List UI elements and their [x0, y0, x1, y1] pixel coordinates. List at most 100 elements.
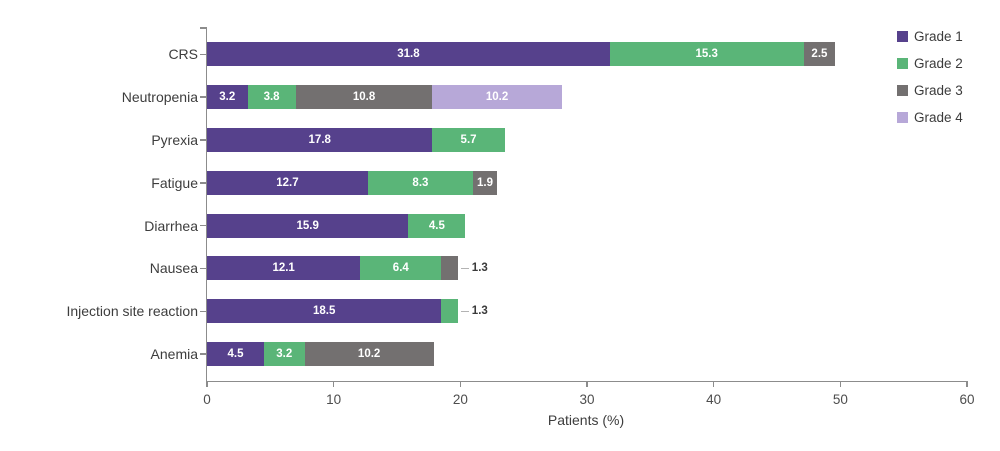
bar-value-label: 12.1: [272, 262, 295, 275]
y-axis-tick: [200, 353, 206, 355]
x-axis-tick: [839, 381, 842, 387]
bar-segment: 18.5: [207, 299, 442, 324]
x-axis-tick-label: 50: [832, 392, 848, 407]
bar-value-label: 8.3: [412, 176, 429, 189]
y-axis-tick: [200, 182, 206, 184]
x-axis-tick: [332, 381, 335, 387]
y-axis-tick: [200, 310, 206, 313]
bar-row: 18.5 1.3: [207, 299, 967, 324]
bar-segment: 15.9: [207, 213, 409, 238]
bar-value-label: 1.9: [477, 176, 494, 189]
bar-value-label: 4.5: [428, 219, 445, 232]
x-axis-tick: [459, 381, 462, 387]
y-axis-tick: [200, 96, 206, 98]
bar-value-label: 6.4: [392, 262, 409, 275]
legend-label: Grade 4: [914, 109, 963, 125]
bar-value-label: 4.5: [227, 348, 244, 361]
x-axis-title: Patients (%): [547, 412, 625, 428]
bar-segment: 4.5: [408, 213, 466, 238]
y-axis-tick: [200, 53, 206, 56]
x-axis-tick-label: 0: [203, 392, 211, 407]
bar-segment: 4.5: [207, 342, 264, 367]
bar-value-label: 10.2: [485, 91, 509, 104]
category-label: Fatigue: [151, 174, 198, 191]
y-axis-tick: [200, 224, 206, 227]
x-axis-tick: [586, 381, 588, 387]
category-label: Anemia: [150, 346, 198, 363]
legend-label: Grade 2: [914, 55, 963, 71]
category-label: CRS: [168, 46, 198, 63]
bar-segment: 2.5: [803, 42, 836, 67]
bar-row: 31.8 15.3 2.5: [207, 42, 967, 67]
bar-value-label: 15.3: [695, 48, 718, 61]
bar-value-label: 17.8: [308, 134, 331, 147]
legend-swatch: [897, 111, 908, 123]
bar-row: 3.2 3.8 10.8 10.2: [207, 85, 967, 110]
bar-row: 12.1 6.4 1.3: [207, 256, 967, 281]
bar-value-label: 31.8: [397, 48, 420, 61]
y-axis-end-tick: [200, 27, 207, 29]
bar-value-label: 2.5: [811, 48, 828, 61]
legend-item: Grade 2: [897, 54, 963, 72]
bar-segment: 1.9: [473, 170, 498, 195]
bar-value-label: 12.7: [276, 176, 299, 189]
bar-value-label: 10.8: [352, 91, 376, 104]
legend: Grade 1 Grade 2 Grade 3 Grade 4: [897, 27, 963, 135]
bar-segment: 5.7: [432, 128, 505, 153]
bar-value-label: 15.9: [296, 219, 319, 232]
bar-segment: [441, 299, 458, 324]
legend-swatch: [897, 57, 908, 69]
bar-row: 15.9 4.5: [207, 213, 967, 238]
bar-value-label: 3.8: [263, 91, 280, 104]
outside-value-label: 1.3: [471, 262, 488, 275]
x-axis-tick-label: 20: [452, 392, 468, 407]
legend-item: Grade 1: [897, 27, 963, 45]
bar-value-label: 18.5: [312, 305, 336, 318]
legend-label: Grade 1: [914, 28, 963, 44]
category-label: Diarrhea: [144, 217, 198, 234]
legend-item: Grade 3: [897, 81, 963, 99]
bar-row: 12.7 8.3 1.9: [207, 170, 967, 195]
bar-segment: 3.2: [207, 85, 248, 110]
legend-swatch: [897, 30, 908, 42]
bar-segment: 10.8: [295, 85, 433, 110]
leader-line: [460, 310, 469, 313]
x-axis-tick-label: 60: [959, 392, 975, 407]
y-axis-tick: [200, 267, 206, 270]
bar-segment: 15.3: [609, 42, 804, 67]
leader-line: [460, 267, 469, 270]
x-axis-tick: [712, 381, 715, 387]
x-axis-tick: [966, 381, 968, 387]
bar-value-label: 3.2: [276, 348, 293, 361]
bar-segment: 12.7: [207, 170, 368, 195]
x-axis-tick-label: 40: [706, 392, 722, 407]
bar-value-label: 10.2: [357, 348, 381, 361]
legend-item: Grade 4: [897, 108, 963, 126]
category-label: Neutropenia: [121, 89, 198, 106]
x-axis-tick-label: 30: [579, 392, 595, 407]
category-label: Nausea: [149, 260, 198, 277]
bar-segment: [441, 256, 458, 281]
bar-segment: 17.8: [207, 128, 433, 153]
bar-segment: 10.2: [304, 342, 434, 367]
category-label: Injection site reaction: [66, 303, 198, 320]
bar-value-label: 5.7: [460, 134, 477, 147]
legend-label: Grade 3: [914, 82, 963, 98]
bar-value-label: 3.2: [219, 91, 236, 104]
bar-segment: 3.2: [264, 342, 305, 367]
bar-segment: 12.1: [207, 256, 361, 281]
x-axis-tick: [206, 381, 208, 387]
outside-value-label: 1.3: [471, 305, 488, 318]
bar-row: 17.8 5.7: [207, 128, 967, 153]
bar-segment: 31.8: [207, 42, 610, 67]
plot-area: 31.8 15.3 2.5 3.2 3.8 10.8 10.2 17.8 5.7 12.7 8.3 1…: [200, 27, 975, 407]
bar-segment: 10.2: [432, 85, 562, 110]
bar-segment: 8.3: [367, 170, 473, 195]
y-axis-tick: [200, 139, 206, 141]
bar-segment: 3.8: [247, 85, 296, 110]
bar-segment: 6.4: [360, 256, 442, 281]
x-axis-tick-label: 10: [326, 392, 342, 407]
bar-row: 4.5 3.2 10.2: [207, 342, 967, 367]
legend-swatch: [897, 84, 908, 96]
